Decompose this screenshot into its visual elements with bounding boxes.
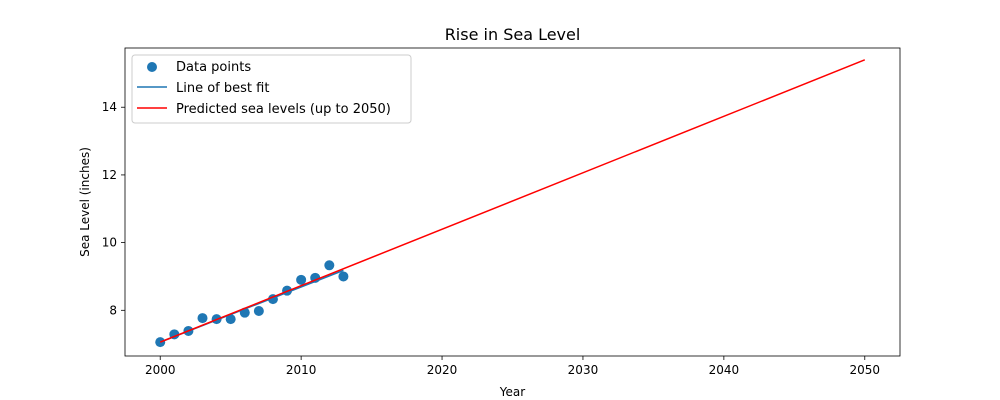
legend-label-predicted: Predicted sea levels (up to 2050)	[176, 102, 391, 117]
legend-label-data-points: Data points	[176, 60, 251, 75]
x-axis-label: Year	[499, 385, 525, 399]
y-axis-ticks: 8 10 12 14	[102, 100, 125, 317]
data-point	[296, 274, 307, 285]
data-point	[225, 314, 236, 325]
data-marks	[155, 59, 866, 348]
legend-label-best-fit: Line of best fit	[176, 81, 269, 96]
y-tick-label: 14	[102, 100, 117, 114]
legend: Data points Line of best fit Predicted s…	[131, 54, 412, 124]
y-axis-label: Sea Level (inches)	[78, 147, 92, 257]
x-tick-label: 2040	[709, 363, 740, 377]
data-point	[239, 307, 250, 318]
predicted-line	[159, 59, 866, 343]
data-point	[253, 305, 264, 316]
x-tick-label: 2050	[849, 363, 880, 377]
x-tick-label: 2020	[427, 363, 458, 377]
data-point	[338, 271, 349, 282]
y-tick-label: 10	[102, 236, 117, 250]
y-tick-label: 8	[109, 303, 117, 317]
x-tick-label: 2030	[568, 363, 599, 377]
x-tick-label: 2000	[145, 363, 176, 377]
legend-box	[131, 54, 412, 124]
x-axis-ticks: 2000 2010 2020 2030 2040 2050	[145, 356, 880, 377]
y-tick-label: 12	[102, 168, 117, 182]
legend-swatch-data-points	[147, 62, 157, 72]
data-point	[197, 313, 208, 324]
x-tick-label: 2010	[286, 363, 317, 377]
chart-title: Rise in Sea Level	[445, 25, 581, 44]
data-point	[324, 260, 335, 271]
plot-frame	[124, 47, 901, 357]
